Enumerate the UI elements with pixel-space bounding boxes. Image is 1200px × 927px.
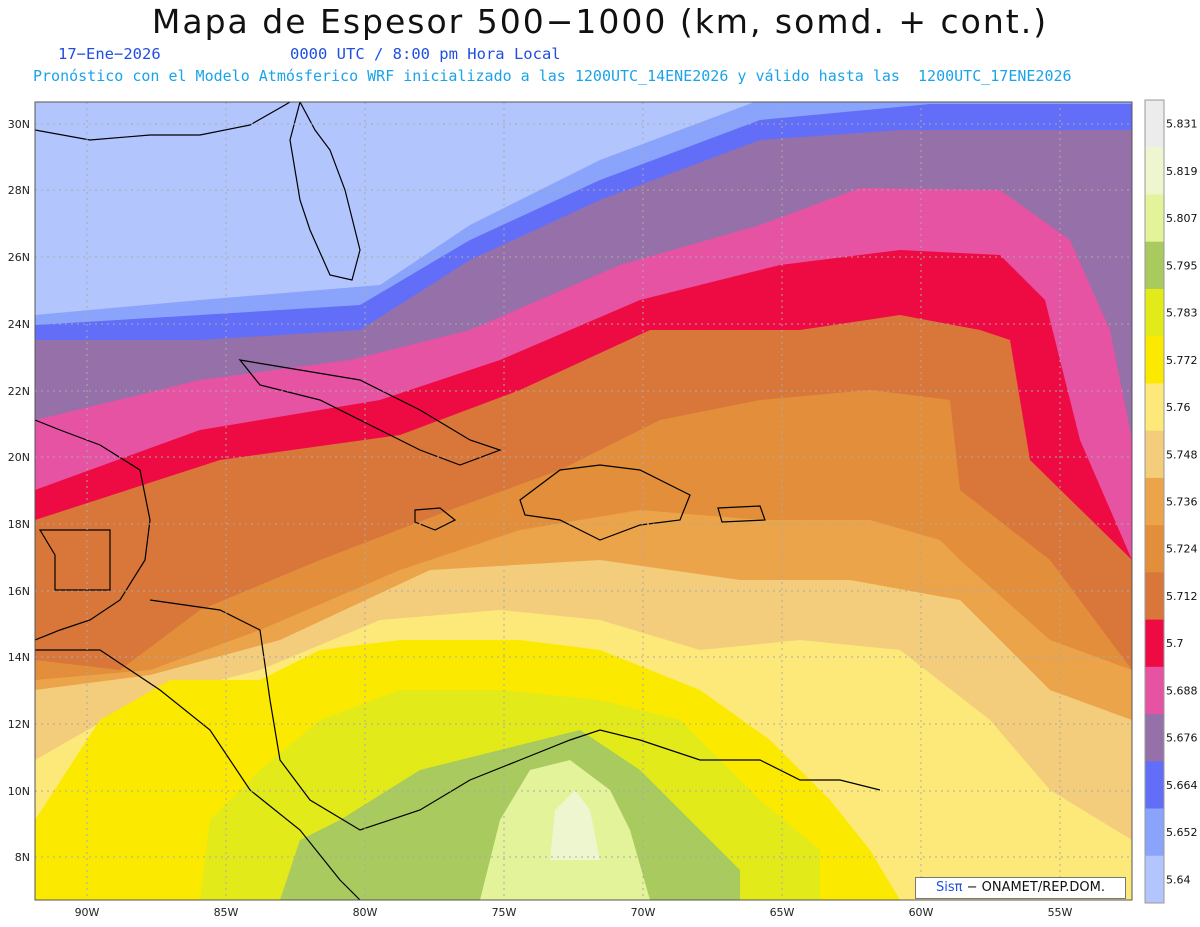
lat-label: 22N <box>8 385 30 398</box>
lon-label: 90W <box>75 906 100 919</box>
colorbar-label: 5.819 <box>1166 165 1198 178</box>
colorbar-swatch <box>1145 572 1164 621</box>
latitude-labels: 30N 28N 26N 24N 22N 20N 18N 16N 14N 12N … <box>8 118 30 864</box>
lon-label: 60W <box>909 906 934 919</box>
lon-label: 80W <box>353 906 378 919</box>
colorbar: 5.831 5.819 5.807 5.795 5.783 5.772 5.76 5.748 5… <box>1144 99 1198 904</box>
colorbar-swatch <box>1145 430 1164 479</box>
border-guatemala <box>38 529 111 591</box>
colorbar-swatch <box>1145 666 1164 715</box>
colorbar-label: 5.724 <box>1166 543 1198 556</box>
colorbar-swatch <box>1145 147 1164 195</box>
coast-florida <box>289 102 361 281</box>
lon-label: 85W <box>214 906 239 919</box>
lon-label: 70W <box>631 906 656 919</box>
colorbar-label: 5.76 <box>1166 401 1191 414</box>
colorbar-label: 5.664 <box>1166 779 1198 792</box>
coast-gulf <box>35 102 291 141</box>
coastlines <box>35 102 881 900</box>
colorbar-swatch <box>1145 761 1164 810</box>
colorbar-label: 5.748 <box>1166 448 1198 461</box>
colorbar-label: 5.807 <box>1166 212 1198 225</box>
colorbar-label: 5.7 <box>1166 637 1184 650</box>
colorbar-swatch <box>1145 194 1164 243</box>
colorbar-swatch <box>1145 383 1164 432</box>
colorbar-swatch <box>1145 808 1164 857</box>
colorbar-swatch <box>1145 855 1164 904</box>
coast-jamaica <box>414 507 457 531</box>
colorbar-label: 5.64 <box>1166 873 1191 886</box>
map-frame <box>34 101 1133 901</box>
band-5640 <box>35 102 900 315</box>
lon-label: 75W <box>492 906 517 919</box>
lon-label: 65W <box>770 906 795 919</box>
colorbar-label: 5.712 <box>1166 590 1198 603</box>
longitude-labels: 90W 85W 80W 75W 70W 65W 60W 55W <box>75 906 1073 919</box>
colorbar-swatch <box>1145 336 1164 384</box>
colorbar-label: 5.831 <box>1166 118 1198 131</box>
lat-label: 20N <box>8 451 30 464</box>
credit-org: − ONAMET/REP.DOM. <box>966 880 1106 895</box>
lat-label: 12N <box>8 718 30 731</box>
colorbar-swatch <box>1145 714 1164 762</box>
lat-label: 14N <box>8 651 30 664</box>
colorbar-label: 5.772 <box>1166 354 1198 367</box>
colorbar-swatch <box>1145 619 1164 668</box>
graticule <box>35 102 1132 900</box>
forecast-time: 0000 UTC / 8:00 pm Hora Local <box>290 45 561 63</box>
lat-label: 30N <box>8 118 30 131</box>
colorbar-swatch <box>1145 525 1164 573</box>
colorbar-label: 5.736 <box>1166 496 1198 509</box>
lat-label: 10N <box>8 785 30 798</box>
lat-label: 28N <box>8 184 30 197</box>
colorbar-swatch <box>1145 477 1164 526</box>
colorbar-label: 5.652 <box>1166 826 1198 839</box>
forecast-date: 17−Ene−2026 <box>58 45 161 63</box>
credit-brand: Sisπ <box>935 880 963 895</box>
lon-label: 55W <box>1048 906 1073 919</box>
colorbar-label: 5.795 <box>1166 259 1198 272</box>
forecast-description: Pronóstico con el Modelo Atmósferico WRF… <box>33 67 1072 85</box>
credit-box: Sisπ − ONAMET/REP.DOM. <box>915 877 1126 899</box>
colorbar-swatch <box>1145 288 1164 337</box>
colorbar-swatch <box>1145 100 1164 148</box>
colorbar-frame <box>1144 99 1165 904</box>
coast-puerto-rico <box>717 505 766 523</box>
colorbar-swatch <box>1145 241 1164 290</box>
lat-label: 24N <box>8 318 30 331</box>
lat-label: 16N <box>8 585 30 598</box>
coast-south-america-north <box>149 599 881 831</box>
colorbar-label: 5.783 <box>1166 307 1198 320</box>
colorbar-label: 5.676 <box>1166 732 1198 745</box>
lat-label: 26N <box>8 251 30 264</box>
lat-label: 8N <box>15 851 30 864</box>
band-5819 <box>550 790 600 860</box>
lat-label: 18N <box>8 518 30 531</box>
thickness-bands <box>35 102 1132 900</box>
coast-central-america-pacific <box>35 649 361 900</box>
coast-yucatan <box>35 419 151 641</box>
coast-hispaniola <box>519 464 691 541</box>
map-title: Mapa de Espesor 500−1000 (km, somd. + co… <box>151 2 1049 41</box>
colorbar-label: 5.688 <box>1166 684 1198 697</box>
